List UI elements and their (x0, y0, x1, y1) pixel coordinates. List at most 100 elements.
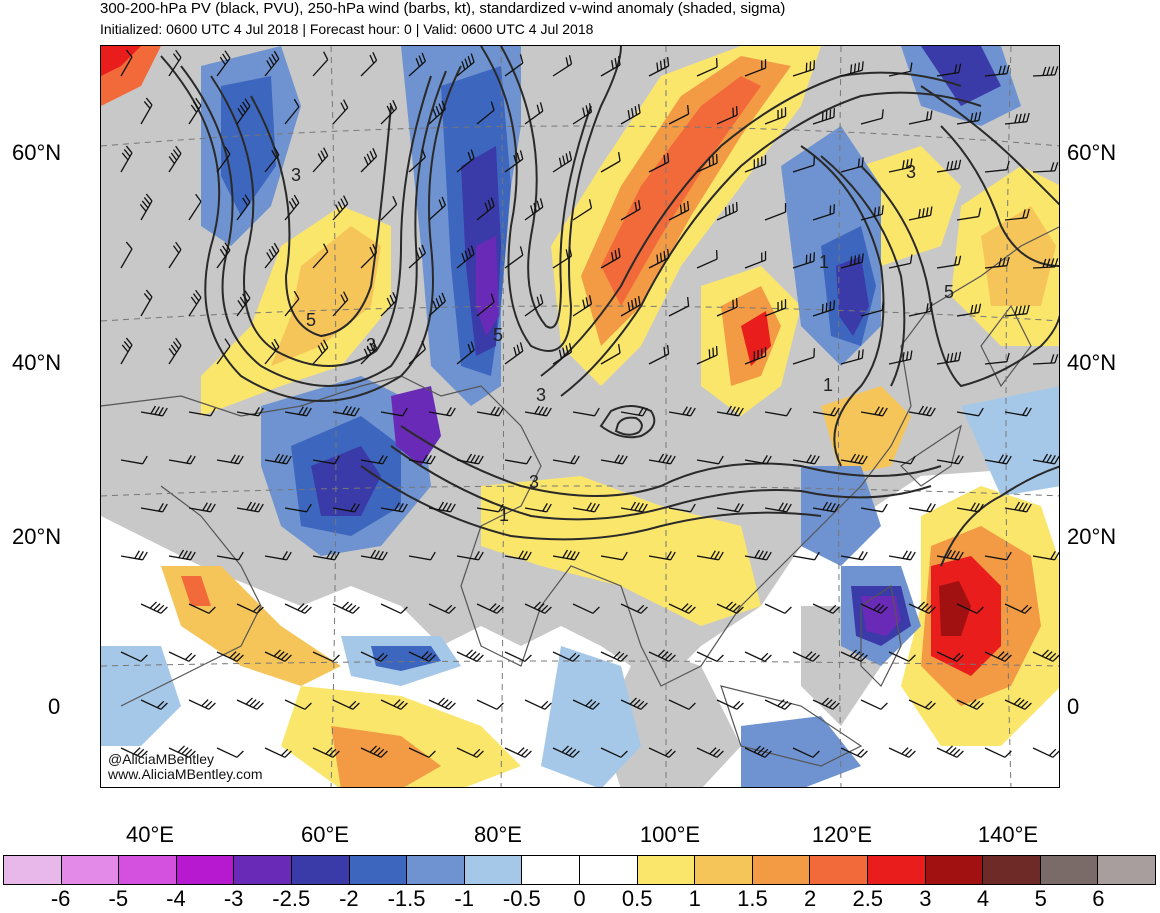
wind-barb (476, 101, 495, 125)
wind-barb (428, 501, 456, 513)
wind-barb (792, 454, 820, 465)
wind-barb (456, 649, 484, 662)
wind-barb (908, 699, 936, 710)
wind-barb (360, 549, 388, 561)
wind-barb (408, 747, 436, 758)
wind-barb (764, 603, 792, 614)
pv-contour-label: 5 (944, 282, 954, 302)
wind-barb (168, 145, 182, 173)
wind-barb (168, 49, 182, 77)
colorbar-tick-label: 0 (573, 886, 586, 911)
wind-barb (312, 455, 340, 465)
wind-barb (552, 455, 580, 465)
wind-barb (744, 651, 772, 662)
colorbar-box (176, 856, 235, 884)
wind-barb (360, 147, 378, 173)
wind-barb (620, 296, 641, 317)
wind-barb (936, 745, 964, 758)
wind-barb (792, 651, 820, 662)
wind-barb (216, 651, 244, 662)
wind-barb (168, 455, 196, 465)
wind-barb (984, 454, 1012, 465)
wind-barb (476, 197, 495, 221)
wind-barb (600, 344, 621, 365)
wind-barb (812, 108, 836, 125)
lat-label-0-left: 0 (48, 694, 61, 719)
wind-barb (572, 103, 593, 125)
wind-barb (860, 109, 884, 125)
wind-barb (552, 247, 573, 269)
wind-barb (120, 455, 148, 465)
wind-barb (620, 407, 648, 417)
wind-barb (984, 256, 1010, 269)
wind-barb (1004, 603, 1032, 614)
wind-barb (620, 697, 648, 710)
wind-barb (792, 551, 820, 561)
wind-barb (956, 603, 984, 614)
wind-barb (696, 455, 724, 465)
colorbar-box (637, 856, 696, 884)
wind-barb (216, 242, 231, 269)
colorbar-box (867, 856, 926, 884)
colorbar-tick-label: -1 (454, 886, 474, 911)
pv-contour-label: 3 (536, 385, 546, 405)
wind-barb (524, 198, 544, 221)
wind-barb (1032, 354, 1059, 365)
wind-barb (332, 405, 360, 417)
wind-barb (600, 551, 628, 561)
wind-barb (1032, 66, 1059, 77)
wind-barb (284, 503, 312, 513)
wind-barb (552, 651, 580, 662)
map-title: 300-200-hPa PV (black, PVU), 250-hPa win… (100, 0, 786, 17)
wind-barb (140, 699, 168, 710)
wind-barb (860, 406, 888, 417)
wind-barb (1004, 697, 1032, 710)
lat-label-60n-right: 60°N (1067, 140, 1117, 165)
wind-barb (524, 102, 544, 125)
colorbar-box (695, 856, 753, 884)
wind-barb (936, 651, 964, 662)
wind-barb (840, 61, 864, 77)
pv-contour-label: 1 (819, 252, 829, 272)
wind-barb (696, 550, 724, 561)
wind-barb (380, 603, 408, 614)
wind-barb (936, 63, 962, 77)
colorbar-box (522, 856, 580, 884)
wind-barb (428, 697, 456, 710)
wind-barb (840, 253, 864, 269)
lon-label-120e: 120°E (811, 822, 873, 847)
wind-barb (956, 207, 982, 221)
wind-barb (716, 503, 744, 513)
colorbar-box (925, 856, 984, 884)
wind-barb (696, 154, 718, 173)
lat-label-20n-right: 20°N (1067, 524, 1117, 549)
map-subtitle: Initialized: 0600 UTC 4 Jul 2018 | Forec… (100, 21, 594, 37)
wind-barb (888, 254, 913, 269)
wind-barb (648, 56, 670, 77)
wind-barb (524, 601, 552, 614)
wind-barb (236, 603, 264, 614)
wind-barb (120, 747, 148, 758)
wind-barb (648, 248, 670, 269)
wind-barb (908, 110, 933, 125)
wind-barb (744, 455, 772, 465)
colorbar-tick-label: 6 (1092, 886, 1105, 911)
wind-barb (264, 551, 292, 561)
wind-barb (696, 58, 718, 77)
wind-barb (120, 651, 148, 662)
wind-barb (716, 405, 744, 417)
wind-barb (984, 551, 1012, 561)
wind-barb (812, 300, 836, 317)
wind-barb (812, 603, 840, 614)
wind-barb (888, 651, 916, 662)
colorbar-box (983, 856, 1041, 884)
wind-barb (764, 502, 792, 513)
colorbar-box (119, 856, 177, 884)
colorbar-box (752, 856, 811, 884)
wind-barb (284, 699, 312, 710)
wind-barb (428, 196, 446, 221)
wind-barb (312, 51, 329, 77)
wind-barb (168, 745, 196, 758)
wind-barb (504, 455, 532, 465)
wind-barb (456, 453, 484, 465)
